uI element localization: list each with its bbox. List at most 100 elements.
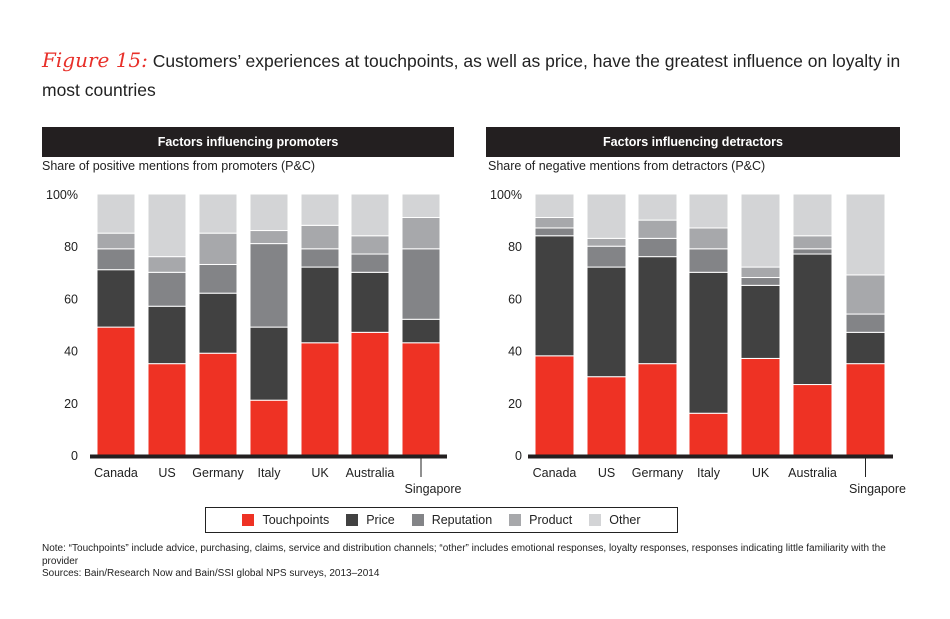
x-tick-label: Italy (697, 466, 721, 480)
bar-segment-price (534, 235, 575, 357)
bar-segment-reputation (792, 248, 833, 255)
y-tick-label: 40 (64, 345, 78, 359)
bar-segment-product (792, 235, 833, 250)
x-tick-label: Australia (788, 466, 837, 480)
x-tick-label: Canada (533, 466, 577, 480)
promoters-chart: 0 20 40 60 80 100% Canada US Germany Italy UK Austr… (46, 188, 462, 496)
y-tick-label: 100% (490, 188, 522, 202)
legend-item-product: Product (509, 513, 572, 527)
legend-swatch (411, 514, 424, 526)
promoters-chart-title: Factors influencing promoters (42, 127, 454, 157)
bar-segment-price (637, 256, 678, 365)
bar-segment-touchpoints (845, 363, 886, 456)
bar-segment-other (401, 193, 441, 218)
y-tick-label: 20 (508, 397, 522, 411)
bar-segment-product (688, 227, 729, 250)
bar-segment-reputation (198, 263, 238, 294)
y-tick-label: 60 (64, 292, 78, 306)
bar-segment-other (586, 193, 627, 239)
bar-segment-reputation (637, 237, 678, 258)
note-text: Note: “Touchpoints” include advice, purc… (42, 543, 886, 567)
bar-segment-reputation (740, 277, 781, 286)
bar-segment-touchpoints (198, 352, 238, 456)
bar-segment-product (845, 274, 886, 315)
bar-segment-other (300, 193, 340, 226)
x-tick-label: US (598, 466, 615, 480)
bar-segment-reputation (401, 248, 441, 320)
sources-text: Sources: Bain/Research Now and Bain/SSI … (42, 568, 380, 579)
promoters-chart-subtitle: Share of positive mentions from promoter… (42, 159, 316, 173)
x-tick-label: Canada (94, 466, 138, 480)
figure-title: Figure 15: Customers’ experiences at tou… (42, 46, 922, 105)
figure-title-text: Customers’ experiences at touchpoints, a… (42, 51, 901, 100)
figure-label: Figure 15: (42, 48, 148, 72)
y-tick-label: 0 (515, 449, 522, 463)
bar-segment-product (401, 216, 441, 250)
bar-segment-price (688, 271, 729, 414)
legend-swatch (346, 514, 359, 526)
bar-segment-touchpoints (534, 355, 575, 456)
bar-segment-touchpoints (637, 363, 678, 456)
x-tick-label: Australia (346, 466, 395, 480)
detractors-chart-title: Factors influencing detractors (486, 127, 900, 157)
bar-segment-other (249, 193, 289, 232)
bar-segment-other (534, 193, 575, 218)
bar-segment-price (300, 266, 340, 344)
bar-segment-other (792, 193, 833, 237)
bar-segment-product (586, 237, 627, 247)
footnote: Note: “Touchpoints” include advice, purc… (42, 543, 922, 581)
y-tick-label: 60 (508, 292, 522, 306)
y-tick-label: 20 (64, 397, 78, 411)
bar-segment-price (586, 266, 627, 378)
legend-item-touchpoints: Touchpoints (242, 513, 329, 527)
bar-segment-touchpoints (740, 357, 781, 456)
legend-swatch (509, 514, 522, 526)
bar-segment-reputation (586, 245, 627, 268)
bar-segment-price (198, 292, 238, 354)
bar-segment-other (637, 193, 678, 221)
bar-segment-price (845, 331, 886, 365)
y-tick-label: 80 (508, 240, 522, 254)
x-tick-label: UK (311, 466, 329, 480)
bar-segment-other (198, 193, 238, 234)
legend-item-reputation: Reputation (411, 513, 492, 527)
bar-segment-reputation (688, 248, 729, 273)
bar-segment-other (350, 193, 390, 237)
bar-segment-touchpoints (688, 412, 729, 456)
bar-segment-product (740, 266, 781, 279)
bar-segment-price (350, 271, 390, 333)
bar-segment-price (792, 253, 833, 386)
y-tick-label: 40 (508, 345, 522, 359)
x-tick-label: UK (752, 466, 770, 480)
bar-segment-price (147, 305, 187, 365)
y-tick-label: 0 (71, 449, 78, 463)
bar-segment-reputation (147, 271, 187, 307)
y-tick-label: 100% (46, 188, 78, 202)
bar-segment-price (740, 284, 781, 359)
bar-segment-reputation (845, 313, 886, 333)
bar-segment-touchpoints (249, 399, 289, 456)
x-tick-label: Italy (258, 466, 282, 480)
bar-segment-product (534, 216, 575, 229)
legend-item-price: Price (346, 513, 395, 527)
bar-segment-other (845, 193, 886, 276)
x-tick-label: US (158, 466, 175, 480)
bar-segment-other (740, 193, 781, 268)
bar-segment-touchpoints (792, 384, 833, 456)
bar-segment-product (637, 219, 678, 239)
x-tick-label: Germany (192, 466, 244, 480)
legend-item-other: Other (589, 513, 641, 527)
bar-segment-touchpoints (586, 376, 627, 456)
detractors-chart: 0 20 40 60 80 100% Canada US Germany Italy UK Austr… (490, 188, 906, 496)
x-tick-label: Singapore (405, 482, 462, 496)
legend: Touchpoints Price Reputation Product Oth… (205, 507, 678, 533)
bar-segment-touchpoints (350, 331, 390, 456)
bar-segment-reputation (534, 227, 575, 237)
x-tick-label: Germany (632, 466, 684, 480)
bar-segment-other (688, 193, 729, 229)
bar-segment-reputation (249, 243, 289, 328)
bar-segment-other (96, 193, 136, 234)
detractors-chart-subtitle: Share of negative mentions from detracto… (488, 159, 766, 173)
y-tick-label: 80 (64, 240, 78, 254)
